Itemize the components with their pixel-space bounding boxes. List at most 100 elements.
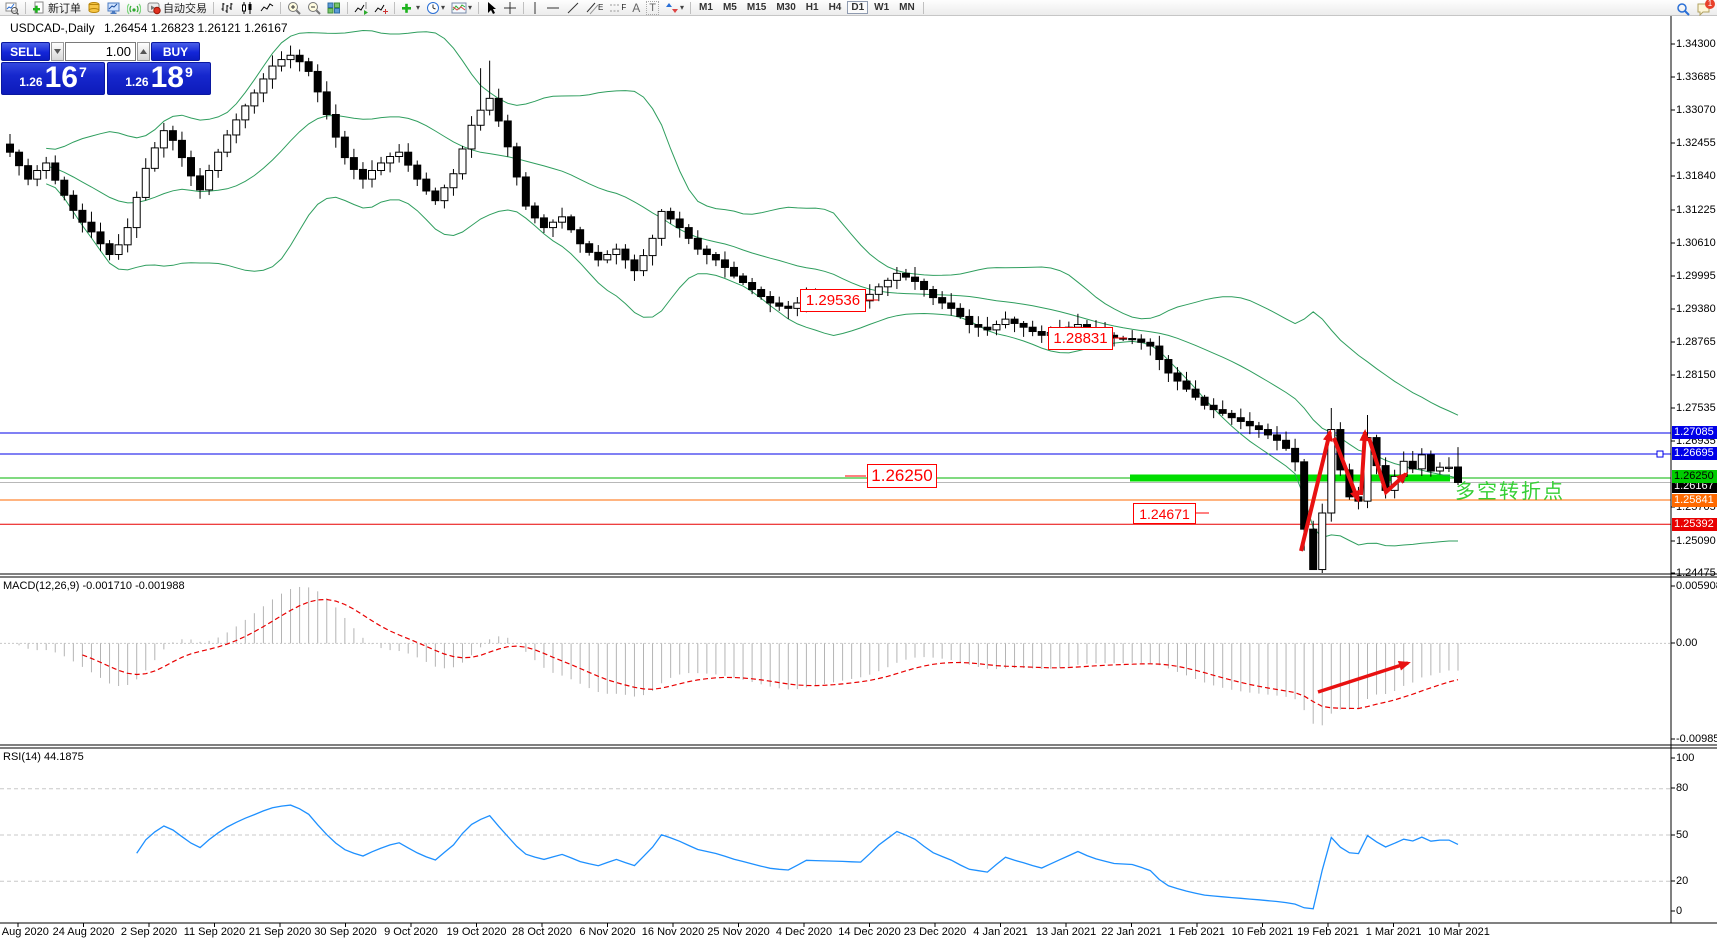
- chart-title: USDCAD-,Daily: [10, 21, 95, 35]
- timeframe-h1[interactable]: H1: [805, 2, 819, 13]
- search-button[interactable]: [1674, 1, 1692, 16]
- timeframe-m15[interactable]: M15: [746, 2, 767, 13]
- macd-trend-arrow[interactable]: [1317, 661, 1411, 694]
- horizontal-line-icon: [547, 7, 560, 8]
- candle: [33, 170, 42, 180]
- candle: [313, 70, 322, 93]
- text-label-tool[interactable]: T: [644, 0, 661, 15]
- bar-chart-icon: [221, 2, 233, 13]
- candle: [1254, 425, 1263, 431]
- zoom-in-button[interactable]: [285, 0, 303, 15]
- line-chart-mode-button[interactable]: [258, 0, 276, 15]
- autotrading-button[interactable]: 自动交易: [145, 0, 209, 15]
- timeframe-m5[interactable]: M5: [722, 2, 737, 13]
- candle: [132, 196, 141, 229]
- arrows-tool[interactable]: ▾: [663, 0, 686, 15]
- candle: [51, 162, 60, 181]
- candle: [567, 216, 576, 231]
- support-band[interactable]: [1130, 474, 1450, 482]
- candle: [1146, 341, 1155, 347]
- timeframe-m30[interactable]: M30: [776, 2, 796, 13]
- bar-chart-mode-button[interactable]: [218, 0, 236, 15]
- hline-selection-handle[interactable]: [1656, 450, 1664, 458]
- trend-arrow-up-2[interactable]: [1359, 429, 1370, 496]
- candle: [530, 205, 539, 219]
- candle: [621, 248, 630, 261]
- candle: [15, 151, 24, 167]
- candle: [340, 136, 349, 159]
- signals-button[interactable]: [125, 0, 143, 15]
- crosshair-button[interactable]: [501, 0, 519, 15]
- candle: [449, 173, 458, 189]
- volume-increase-button[interactable]: [137, 42, 150, 61]
- auto-scroll-button[interactable]: [372, 0, 390, 15]
- separator: [25, 1, 26, 14]
- cursor-button[interactable]: [483, 0, 499, 15]
- text-tool[interactable]: A: [630, 0, 642, 15]
- signal-icon: [127, 3, 141, 14]
- zoom-out-button[interactable]: [305, 0, 323, 15]
- chart-objects-layer[interactable]: [845, 299, 1411, 694]
- candle: [1155, 345, 1164, 361]
- vertical-line-tool[interactable]: [528, 0, 542, 15]
- chart-shift-button[interactable]: [352, 0, 370, 15]
- candle: [159, 130, 168, 149]
- new-chart-button[interactable]: ▾: [399, 0, 422, 15]
- triangle-down-icon: [54, 49, 61, 54]
- candle: [241, 105, 250, 121]
- candle: [702, 248, 711, 256]
- price-annotation-label[interactable]: 1.24671: [1133, 503, 1196, 524]
- volume-decrease-button[interactable]: [51, 42, 64, 61]
- volume-input[interactable]: [65, 42, 136, 61]
- candle: [105, 243, 114, 256]
- candle: [675, 218, 684, 229]
- timeframe-h4[interactable]: H4: [828, 2, 842, 13]
- periods-button[interactable]: ▾: [424, 0, 447, 15]
- candle: [286, 54, 295, 61]
- chart-preview-button[interactable]: [3, 0, 21, 15]
- buy-quote-button[interactable]: 1.26 18 9: [107, 62, 211, 95]
- horizontal-line-tool[interactable]: [544, 0, 562, 15]
- candle: [168, 130, 177, 141]
- sell-button[interactable]: SELL: [1, 42, 50, 61]
- buy-price-prefix: 1.26: [125, 75, 149, 89]
- buy-button[interactable]: BUY: [151, 42, 200, 61]
- timeframe-mn[interactable]: MN: [899, 2, 915, 13]
- candle: [1291, 447, 1300, 463]
- price-annotation-label[interactable]: 1.26250: [867, 464, 937, 488]
- turning-point-text[interactable]: 多空转折点: [1455, 481, 1565, 503]
- notifications-button[interactable]: 1: [1694, 0, 1715, 16]
- candle: [1245, 420, 1254, 427]
- candle: [250, 92, 259, 107]
- sell-quote-button[interactable]: 1.26 16 7: [1, 62, 105, 95]
- history-center-button[interactable]: [85, 0, 103, 15]
- candle: [42, 162, 51, 172]
- price-annotation-label[interactable]: 1.29536: [800, 289, 866, 312]
- timeframe-m1[interactable]: M1: [699, 2, 713, 13]
- trend-arrow-bounce[interactable]: [1367, 437, 1409, 496]
- fibonacci-letter: E: [598, 3, 604, 12]
- candle: [576, 229, 585, 245]
- tile-windows-button[interactable]: [325, 0, 343, 15]
- channel-tool[interactable]: F: [607, 0, 628, 15]
- candle: [666, 210, 675, 220]
- new-order-button[interactable]: 新订单: [30, 0, 83, 15]
- market-watch-button[interactable]: [105, 0, 123, 15]
- candle-chart-mode-button[interactable]: [238, 0, 256, 15]
- price-annotation-label[interactable]: 1.28831: [1048, 327, 1113, 350]
- trend-arrow-down-1[interactable]: [1332, 437, 1360, 503]
- candle: [1200, 396, 1209, 406]
- candle: [730, 266, 738, 277]
- timeframe-w1[interactable]: W1: [874, 2, 890, 13]
- candle: [1191, 388, 1200, 398]
- history-icon: [88, 1, 100, 13]
- fibonacci-tool[interactable]: E: [584, 0, 605, 15]
- trend-arrow-up-1[interactable]: [1299, 429, 1333, 552]
- new-chart-icon: [402, 3, 411, 13]
- candle: [594, 251, 603, 261]
- timeframe-d1[interactable]: D1: [847, 1, 869, 14]
- macd-indicator-label: MACD(12,26,9) -0.001710 -0.001988: [3, 580, 185, 592]
- indicators-button[interactable]: ▾: [449, 0, 474, 15]
- trendline-tool[interactable]: [564, 0, 582, 15]
